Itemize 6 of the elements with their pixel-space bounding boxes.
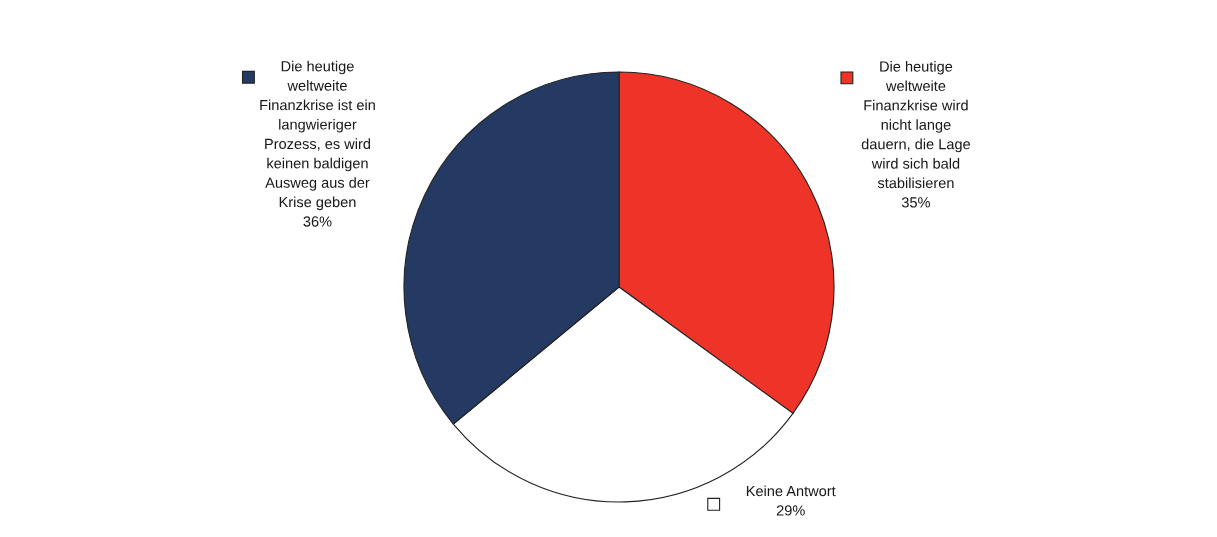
legend-label: Die heutige weltweite Finanzkrise wird nicht lange dauern, die Lage wird sich bald stabilisieren — [861, 60, 971, 189]
legend-label: Die heutige weltweite Finanzkrise ist ein langwieriger Prozess, es wird keinen baldigen Ausweg aus der Krise geben — [260, 60, 375, 211]
data-label: 36% — [303, 216, 332, 227]
data-label: 35% — [901, 197, 930, 208]
slice-label: Keine Antwort — [746, 485, 836, 497]
data-label: 29% — [776, 505, 805, 516]
